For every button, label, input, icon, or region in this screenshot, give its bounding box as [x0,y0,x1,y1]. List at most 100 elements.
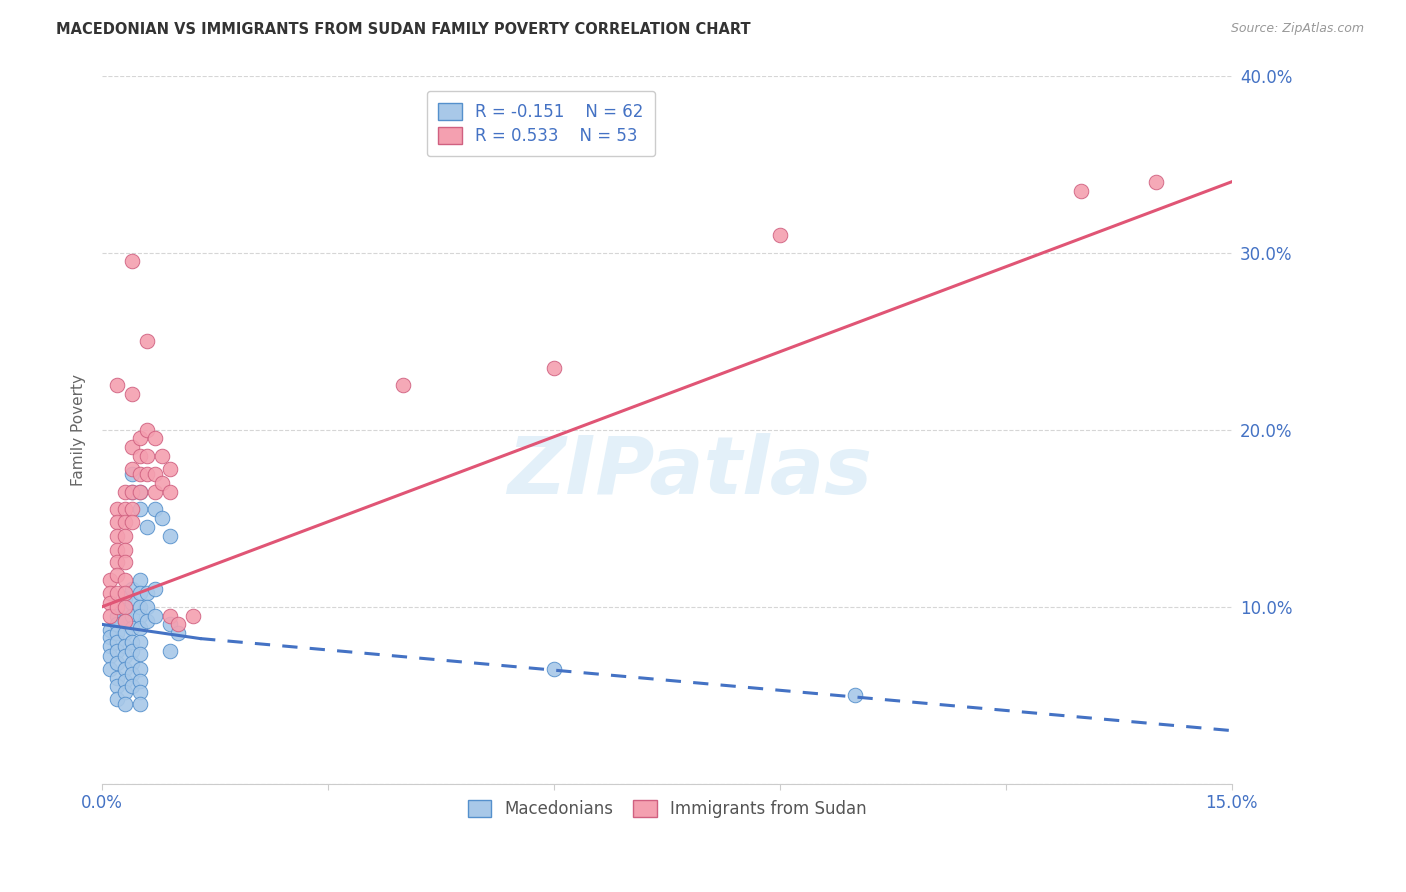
Point [143,467,166,481]
Point [114,662,136,676]
Point [143,502,166,516]
Point [121,679,143,693]
Point [98,639,121,653]
Point [98,630,121,644]
Point [105,585,128,599]
Point [105,556,128,570]
Point [121,254,143,268]
Point [114,502,136,516]
Point [136,423,159,437]
Point [121,621,143,635]
Point [114,684,136,698]
Point [114,599,136,614]
Point [166,617,188,632]
Point [105,543,128,558]
Point [128,467,150,481]
Point [98,623,121,637]
Point [114,614,136,628]
Point [98,662,121,676]
Point [121,484,143,499]
Point [114,674,136,689]
Point [181,608,204,623]
Point [121,440,143,454]
Point [128,449,150,463]
Point [114,573,136,587]
Point [128,608,150,623]
Point [121,467,143,481]
Point [143,484,166,499]
Point [128,648,150,662]
Point [114,529,136,543]
Text: Source: ZipAtlas.com: Source: ZipAtlas.com [1230,22,1364,36]
Point [98,596,121,610]
Point [105,378,128,392]
Text: MACEDONIAN VS IMMIGRANTS FROM SUDAN FAMILY POVERTY CORRELATION CHART: MACEDONIAN VS IMMIGRANTS FROM SUDAN FAMI… [56,22,751,37]
Point [128,484,150,499]
Point [105,635,128,649]
Point [128,674,150,689]
Point [114,484,136,499]
Point [105,529,128,543]
Point [128,684,150,698]
Point [114,591,136,605]
Point [136,599,159,614]
Point [1146,175,1168,189]
Point [105,502,128,516]
Point [136,520,159,534]
Point [105,626,128,640]
Point [114,697,136,711]
Point [159,644,181,658]
Point [152,511,174,525]
Point [121,596,143,610]
Point [543,662,565,676]
Point [143,582,166,596]
Point [152,449,174,463]
Point [105,617,128,632]
Point [543,360,565,375]
Point [128,662,150,676]
Point [105,671,128,685]
Point [128,635,150,649]
Y-axis label: Family Poverty: Family Poverty [72,374,86,485]
Point [114,543,136,558]
Point [105,657,128,671]
Point [105,567,128,582]
Point [159,617,181,632]
Point [114,556,136,570]
Point [159,608,181,623]
Point [136,467,159,481]
Point [114,603,136,617]
Point [121,461,143,475]
Point [128,432,150,446]
Point [392,378,415,392]
Point [105,599,128,614]
Point [844,688,866,702]
Point [114,649,136,664]
Point [128,573,150,587]
Point [121,582,143,596]
Point [159,529,181,543]
Point [114,639,136,653]
Legend: Macedonians, Immigrants from Sudan: Macedonians, Immigrants from Sudan [461,794,873,825]
Point [136,585,159,599]
Point [159,461,181,475]
Point [114,626,136,640]
Point [121,502,143,516]
Point [114,515,136,529]
Point [121,644,143,658]
Point [128,621,150,635]
Point [121,608,143,623]
Point [114,614,136,628]
Point [136,614,159,628]
Point [166,626,188,640]
Point [98,573,121,587]
Point [98,608,121,623]
Point [143,432,166,446]
Point [121,515,143,529]
Point [128,502,150,516]
Point [136,449,159,463]
Point [121,484,143,499]
Point [128,484,150,499]
Point [769,227,792,242]
Point [128,697,150,711]
